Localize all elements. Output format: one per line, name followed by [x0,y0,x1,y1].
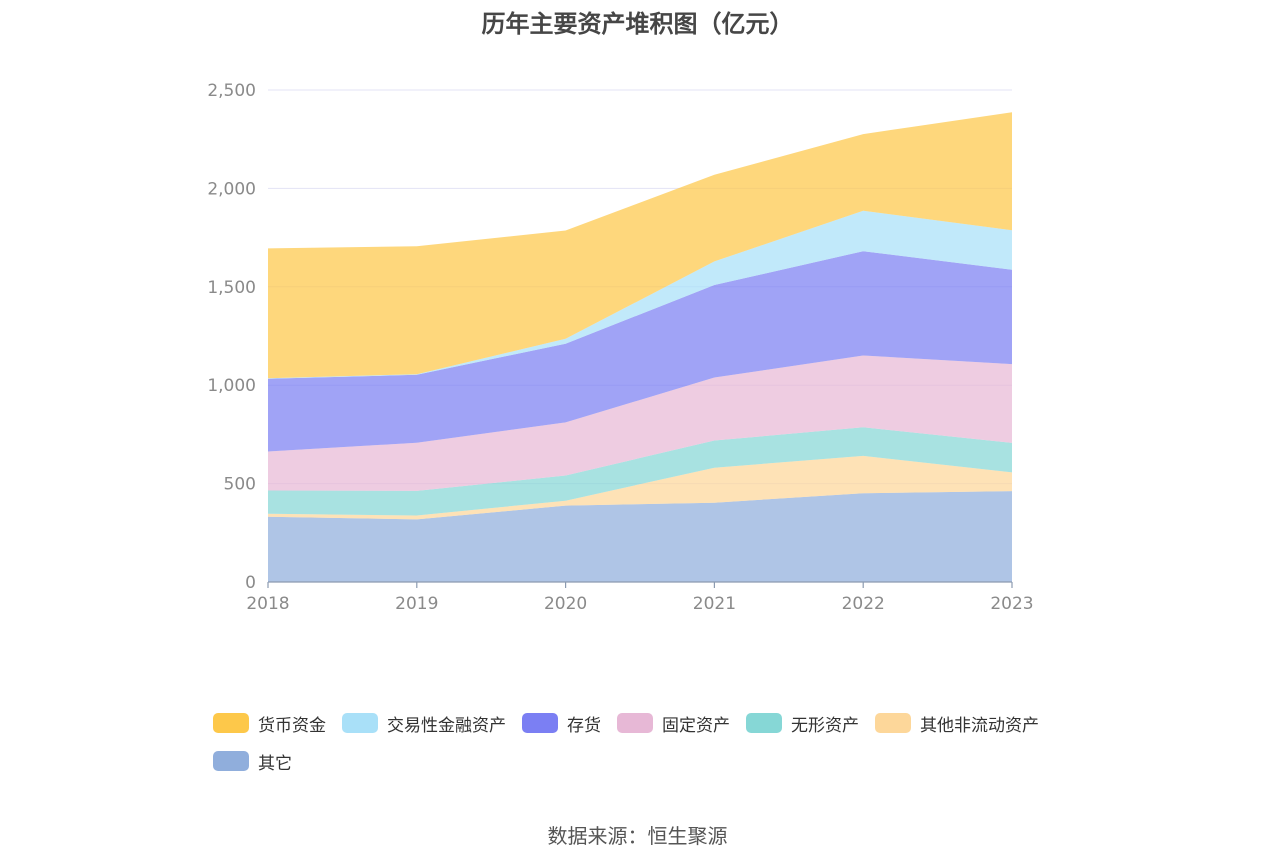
area-series-固定资产 [268,355,1012,491]
x-tick-label: 2021 [693,594,736,614]
legend-item[interactable]: 其它 [213,746,292,776]
legend-item[interactable]: 交易性金融资产 [342,708,506,738]
area-series-存货 [268,251,1012,452]
legend-swatch [213,751,249,771]
legend-swatch [522,713,558,733]
y-tick-label: 500 [224,475,256,495]
legend-swatch [213,713,249,733]
x-tick-label: 2023 [990,594,1033,614]
area-series-无形资产 [268,427,1012,516]
legend: 货币资金 交易性金融资产 存货 固定资产 无形资产 其他非流动资产其它 [213,708,1113,784]
y-tick-label: 2,500 [207,81,256,101]
y-tick-label: 1,000 [207,376,256,396]
x-tick-label: 2019 [395,594,438,614]
legend-item[interactable]: 固定资产 [617,708,730,738]
legend-label: 其它 [258,753,292,774]
x-tick-label: 2018 [246,594,289,614]
y-tick-label: 0 [245,573,256,593]
area-series-交易性金融资产 [268,210,1012,379]
legend-label: 存货 [567,715,601,736]
legend-item[interactable]: 货币资金 [213,708,326,738]
area-series-其它 [268,491,1012,582]
legend-item[interactable]: 无形资产 [746,708,859,738]
legend-label: 其他非流动资产 [920,715,1039,736]
legend-label: 货币资金 [258,715,326,736]
legend-swatch [746,713,782,733]
legend-swatch [875,713,911,733]
legend-label: 固定资产 [662,715,730,736]
chart-plot: 0 500 1,000 1,500 2,000 2,500 2018 2019 2020 2021… [207,81,1033,614]
legend-swatch [342,713,378,733]
x-tick-label: 2022 [842,594,885,614]
chart-title: 历年主要资产堆积图（亿元） [481,10,794,38]
y-tick-label: 2,000 [207,179,256,199]
legend-item[interactable]: 其他非流动资产 [875,708,1039,738]
area-series-货币资金 [268,112,1012,379]
x-tick-label: 2020 [544,594,587,614]
data-source: 数据来源：恒生聚源 [547,824,728,848]
legend-item[interactable]: 存货 [522,708,601,738]
legend-label: 无形资产 [791,715,859,736]
legend-swatch [617,713,653,733]
y-tick-label: 1,500 [207,278,256,298]
area-series-其他非流动资产 [268,455,1012,520]
legend-label: 交易性金融资产 [387,715,506,736]
